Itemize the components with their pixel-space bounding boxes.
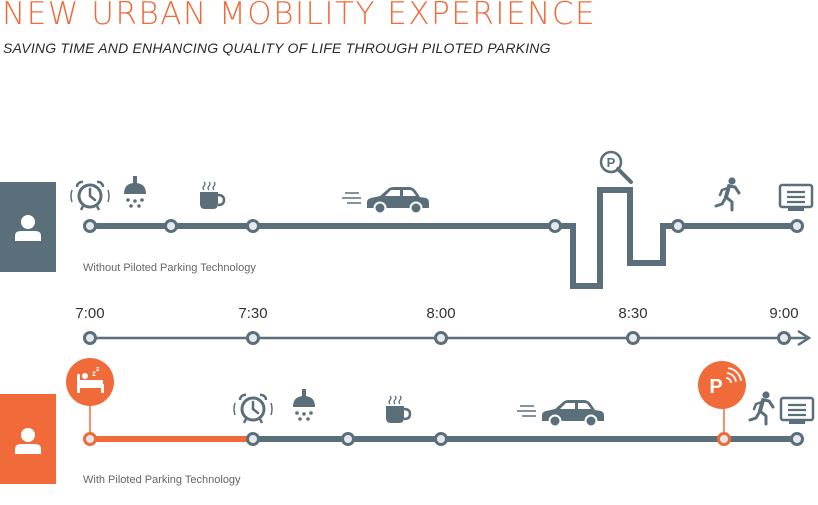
timeline-node (246, 432, 260, 446)
time-tick-label: 8:30 (618, 305, 648, 322)
without-scenario-label: Without Piloted Parking Technology (83, 262, 256, 274)
with-scenario: z z P (0, 358, 815, 484)
with-scenario-label: With Piloted Parking Technology (83, 474, 241, 486)
car-icon (516, 399, 605, 428)
svg-text:z: z (96, 366, 100, 373)
time-tick-label: 9:00 (769, 305, 799, 322)
time-tick-label: 7:00 (75, 305, 105, 322)
alarm-clock-icon (232, 393, 274, 425)
svg-text:z: z (92, 369, 96, 378)
time-tick-label: 8:00 (426, 305, 456, 322)
axis-arrowhead (797, 329, 812, 347)
walking-person-icon (748, 389, 775, 426)
time-tick (83, 331, 97, 345)
page-title: NEW URBAN MOBILITY EXPERIENCE (2, 0, 597, 32)
timeline-node (434, 432, 448, 446)
desk-icon (778, 183, 814, 213)
timeline-node (164, 219, 178, 233)
page-subtitle: SAVING TIME AND ENHANCING QUALITY OF LIF… (3, 40, 551, 56)
piloted-parking-icon: P (698, 361, 746, 409)
timeline-node (671, 219, 685, 233)
coffee-cup-icon (384, 394, 412, 425)
shower-icon (293, 389, 315, 421)
timeline-node (790, 432, 804, 446)
timeline-node (246, 219, 260, 233)
shower-icon (124, 176, 146, 208)
svg-text:P: P (709, 376, 722, 398)
svg-text:P: P (607, 155, 616, 170)
timeline-node (83, 219, 97, 233)
timeline-node (717, 432, 731, 446)
timeline-node (83, 432, 97, 446)
desk-icon (779, 396, 815, 426)
time-axis (83, 329, 812, 347)
without-route-line (90, 187, 797, 289)
sleeping-bed-icon: z z (66, 358, 114, 406)
time-tick (777, 331, 791, 345)
without-scenario: P (0, 150, 814, 289)
time-tick (246, 331, 260, 345)
time-tick-label: 7:30 (238, 305, 268, 322)
timeline-node (548, 219, 562, 233)
time-tick (626, 331, 640, 345)
alarm-clock-icon (69, 180, 111, 212)
car-icon (341, 186, 430, 215)
coffee-cup-icon (198, 180, 226, 211)
timeline-node (790, 219, 804, 233)
timeline-node (341, 432, 355, 446)
walking-person-icon (714, 175, 741, 212)
parking-search-icon: P (599, 150, 633, 184)
time-tick (434, 331, 448, 345)
